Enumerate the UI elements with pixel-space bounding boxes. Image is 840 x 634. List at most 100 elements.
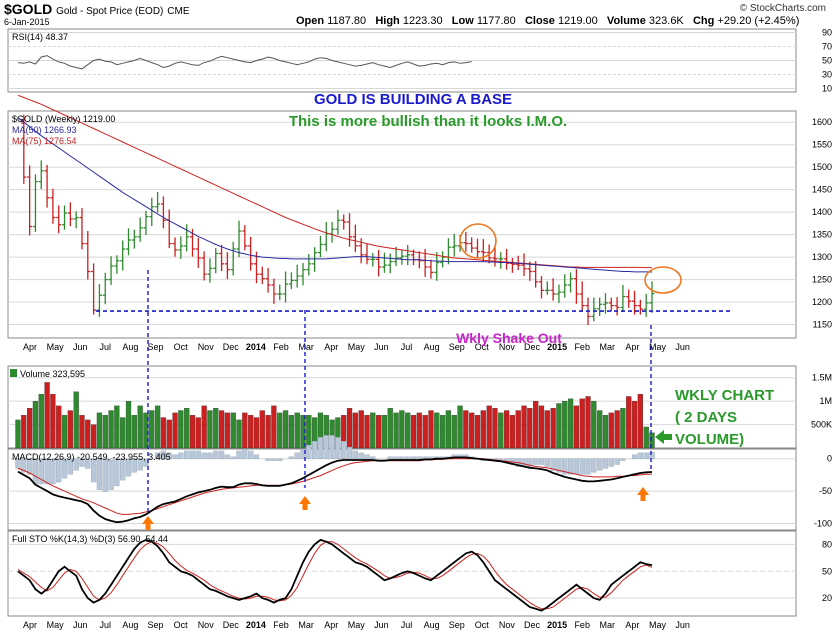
macd-histogram-bar	[323, 435, 329, 459]
macd-histogram-bar	[27, 458, 33, 475]
macd-histogram-bar	[602, 458, 609, 469]
volume-bar	[154, 405, 161, 449]
close-value: 1219.00	[557, 15, 598, 27]
x-axis-label: Apr	[23, 342, 37, 352]
macd-histogram-bar	[643, 452, 649, 459]
x-axis-label: Mar	[298, 342, 314, 352]
x-axis-label-bottom: Oct	[475, 620, 490, 630]
high-value: 1223.30	[402, 15, 443, 27]
x-axis-label: Dec	[223, 342, 240, 352]
volume-bar	[189, 415, 196, 449]
volume-bar	[376, 415, 382, 449]
x-axis-label: May	[47, 342, 65, 352]
chart-date: 6-Jan-2015	[4, 17, 50, 27]
sto-label: Full STO %K(14,3) %D(3) 56.90, 54.44	[12, 534, 168, 544]
volume-bar	[85, 419, 91, 449]
sto-d-line	[17, 541, 653, 610]
volume-bar	[27, 408, 33, 449]
macd-histogram-bar	[277, 458, 283, 461]
x-axis-label: Sep	[147, 342, 163, 352]
macd-tick-label: -50	[819, 486, 832, 496]
volume-bar	[242, 412, 248, 449]
macd-histogram-bar	[346, 446, 353, 459]
green-arrow-icon	[655, 430, 672, 444]
open-value: 1187.80	[327, 15, 367, 27]
volume-bar	[364, 415, 370, 449]
x-axis-label: Jun	[73, 342, 88, 352]
x-axis-label: Aug	[122, 342, 138, 352]
macd-signal-line	[17, 458, 653, 515]
x-axis-label-bottom: Mar	[600, 620, 616, 630]
x-axis-label-bottom: Nov	[198, 620, 215, 630]
macd-histogram-bar	[184, 450, 190, 459]
volume-bar	[201, 405, 207, 449]
macd-histogram-bar	[585, 458, 591, 475]
volume-bar	[387, 408, 393, 449]
macd-histogram-bar	[352, 450, 358, 459]
macd-histogram-bar	[527, 458, 533, 467]
volume-bar	[463, 410, 469, 449]
volume-bar	[439, 415, 446, 449]
macd-histogram-bar	[67, 458, 73, 475]
macd-histogram-bar	[265, 458, 271, 461]
volume-bar	[131, 415, 137, 449]
orange-arrow-icon	[299, 496, 311, 510]
volume-bar	[480, 410, 486, 449]
price-tick-label: 1550	[812, 140, 832, 150]
volume-bar	[503, 410, 510, 449]
volume-bar	[515, 410, 521, 449]
price-tick-label: 1400	[812, 207, 832, 217]
x-axis-label: Aug	[424, 342, 440, 352]
volume-bar	[224, 412, 231, 449]
volume-bar	[602, 415, 609, 449]
macd-histogram-bar	[341, 441, 347, 459]
volume-bar	[626, 396, 632, 449]
x-axis-label-bottom: Sep	[147, 620, 163, 630]
price-tick-label: 1500	[812, 162, 832, 172]
macd-histogram-bar	[242, 448, 248, 459]
macd-histogram-bar	[329, 435, 335, 459]
volume-bar	[521, 405, 527, 449]
macd-histogram-bar	[405, 456, 411, 459]
ma75-label: MA(75) 1276.54	[12, 136, 77, 146]
x-axis-label: Jun	[675, 342, 690, 352]
macd-histogram-bar	[631, 454, 638, 459]
volume-bar	[393, 412, 399, 449]
x-axis-label: Jul	[100, 342, 112, 352]
sto-tick-label: 80	[822, 539, 832, 549]
volume-bar	[160, 417, 167, 449]
volume-tick-label: 1.5M	[812, 373, 832, 383]
macd-histogram-bar	[579, 458, 585, 475]
x-axis-label: Sep	[449, 342, 465, 352]
macd-histogram-bar	[195, 450, 201, 459]
macd-histogram-bar	[253, 454, 260, 459]
volume-label: Volume	[606, 15, 646, 27]
volume-bar	[56, 405, 62, 449]
macd-histogram-bar	[410, 456, 417, 459]
x-axis-label-bottom: Jun	[374, 620, 389, 630]
volume-bar	[509, 415, 516, 449]
volume-bar	[265, 415, 271, 449]
macd-histogram-bar	[387, 456, 393, 459]
x-axis-label: 2014	[246, 342, 266, 352]
x-axis-label: Nov	[499, 342, 516, 352]
sto-tick-label: 20	[822, 593, 832, 603]
rsi-tick-label: 90	[822, 28, 832, 38]
volume-bar	[21, 415, 27, 449]
volume-bar	[102, 415, 108, 449]
volume-bar	[38, 393, 44, 449]
brand-watermark: © StockCharts.com	[739, 3, 826, 14]
x-axis-label-bottom: Apr	[23, 620, 37, 630]
x-axis-label: Oct	[174, 342, 189, 352]
volume-bar	[614, 410, 620, 449]
volume-bar	[498, 412, 504, 449]
volume-bar	[271, 405, 277, 449]
annotation-shakeout: Wkly Shake Out	[456, 330, 562, 346]
x-axis-label: Apr	[324, 342, 338, 352]
x-axis-label-bottom: May	[348, 620, 366, 630]
macd-histogram-bar	[154, 452, 161, 459]
x-axis-label: May	[348, 342, 366, 352]
macd-histogram-bar	[166, 452, 172, 459]
volume-bar	[218, 410, 225, 449]
volume-bar	[567, 398, 574, 449]
